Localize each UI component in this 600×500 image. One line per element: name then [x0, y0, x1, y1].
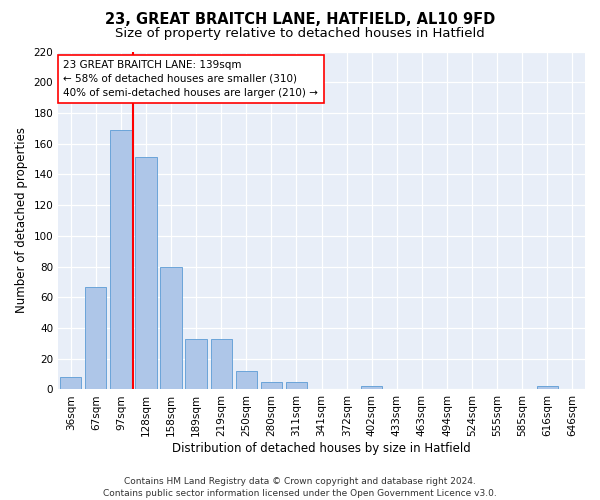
- Bar: [60, 377, 82, 390]
- Bar: [160, 266, 182, 390]
- Bar: [286, 382, 307, 390]
- Text: Size of property relative to detached houses in Hatfield: Size of property relative to detached ho…: [115, 28, 485, 40]
- Bar: [211, 339, 232, 390]
- Text: Contains HM Land Registry data © Crown copyright and database right 2024.
Contai: Contains HM Land Registry data © Crown c…: [103, 476, 497, 498]
- Y-axis label: Number of detached properties: Number of detached properties: [15, 128, 28, 314]
- Bar: [85, 286, 106, 390]
- Bar: [185, 339, 207, 390]
- Bar: [136, 158, 157, 390]
- Bar: [261, 382, 282, 390]
- X-axis label: Distribution of detached houses by size in Hatfield: Distribution of detached houses by size …: [172, 442, 471, 455]
- Text: 23 GREAT BRAITCH LANE: 139sqm
← 58% of detached houses are smaller (310)
40% of : 23 GREAT BRAITCH LANE: 139sqm ← 58% of d…: [64, 60, 319, 98]
- Text: 23, GREAT BRAITCH LANE, HATFIELD, AL10 9FD: 23, GREAT BRAITCH LANE, HATFIELD, AL10 9…: [105, 12, 495, 28]
- Bar: [361, 386, 382, 390]
- Bar: [236, 371, 257, 390]
- Bar: [110, 130, 131, 390]
- Bar: [537, 386, 558, 390]
